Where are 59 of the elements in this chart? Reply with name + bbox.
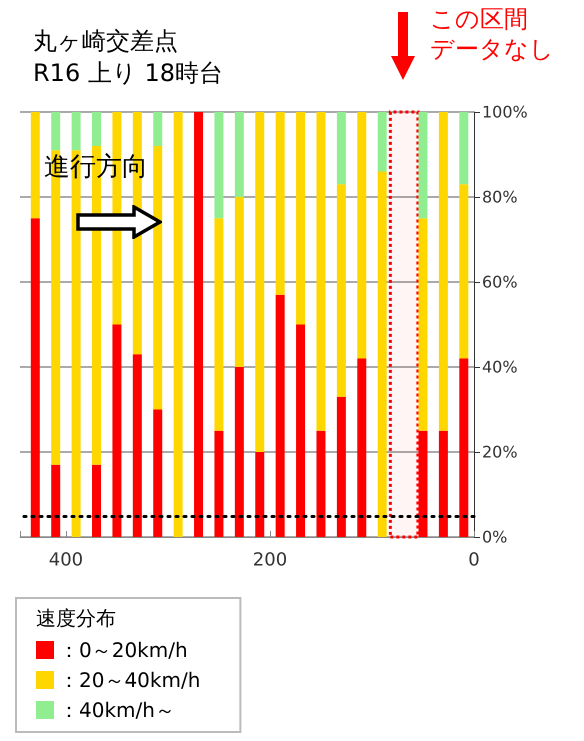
bar bbox=[459, 184, 468, 358]
bar bbox=[72, 112, 81, 150]
bar bbox=[296, 112, 306, 324]
x-tick-label: 400 bbox=[48, 550, 84, 570]
bar bbox=[153, 410, 162, 537]
bar bbox=[459, 112, 468, 184]
bar bbox=[296, 324, 306, 537]
bar bbox=[92, 112, 102, 146]
y-tick-label: 80% bbox=[482, 188, 518, 206]
bar bbox=[92, 464, 102, 537]
bar bbox=[418, 112, 428, 218]
bar bbox=[234, 112, 244, 197]
x-tick-label: 0 bbox=[468, 550, 480, 570]
bar bbox=[51, 464, 60, 537]
bar bbox=[336, 396, 346, 537]
y-tick-label: 0% bbox=[482, 528, 508, 546]
y-tick-label: 60% bbox=[482, 272, 518, 292]
bar bbox=[194, 112, 204, 537]
bar bbox=[214, 218, 224, 431]
y-tick-label: 20% bbox=[482, 442, 518, 462]
bar bbox=[378, 112, 387, 172]
bar bbox=[255, 452, 264, 537]
bar bbox=[276, 112, 285, 295]
bar bbox=[418, 430, 428, 537]
bar bbox=[357, 112, 366, 358]
bar bbox=[30, 112, 40, 218]
bar bbox=[357, 358, 366, 537]
bar bbox=[438, 430, 448, 537]
y-tick-label: 100% bbox=[482, 102, 528, 122]
bar bbox=[276, 294, 285, 537]
legend-label: ：40km/h～ bbox=[59, 698, 175, 722]
chart-title: 丸ヶ崎交差点 bbox=[33, 27, 178, 55]
legend-title: 速度分布 bbox=[36, 606, 116, 630]
bar bbox=[30, 218, 40, 537]
legend-label: ：20～40km/h bbox=[59, 668, 200, 692]
bar bbox=[438, 112, 448, 431]
bar bbox=[214, 112, 224, 218]
y-tick-label: 40% bbox=[482, 358, 518, 376]
bar bbox=[153, 146, 162, 410]
band-label: この区間データなし bbox=[430, 5, 554, 63]
bar bbox=[51, 112, 60, 150]
bar bbox=[214, 430, 224, 537]
bar bbox=[316, 112, 326, 431]
bar bbox=[132, 354, 142, 537]
bar bbox=[336, 112, 346, 184]
bar bbox=[459, 358, 468, 537]
bar bbox=[234, 367, 244, 537]
bar bbox=[112, 324, 122, 537]
bar bbox=[255, 112, 264, 452]
bar bbox=[174, 112, 183, 537]
chart-subtitle: R16 上り 18時台 bbox=[33, 59, 224, 87]
bar bbox=[336, 184, 346, 397]
bar bbox=[418, 218, 428, 431]
legend-label: ：0～20km/h bbox=[59, 638, 188, 662]
bar bbox=[378, 172, 387, 537]
bar bbox=[316, 430, 326, 537]
bar bbox=[153, 112, 162, 146]
x-tick-label: 200 bbox=[252, 550, 288, 570]
bar bbox=[234, 197, 244, 367]
